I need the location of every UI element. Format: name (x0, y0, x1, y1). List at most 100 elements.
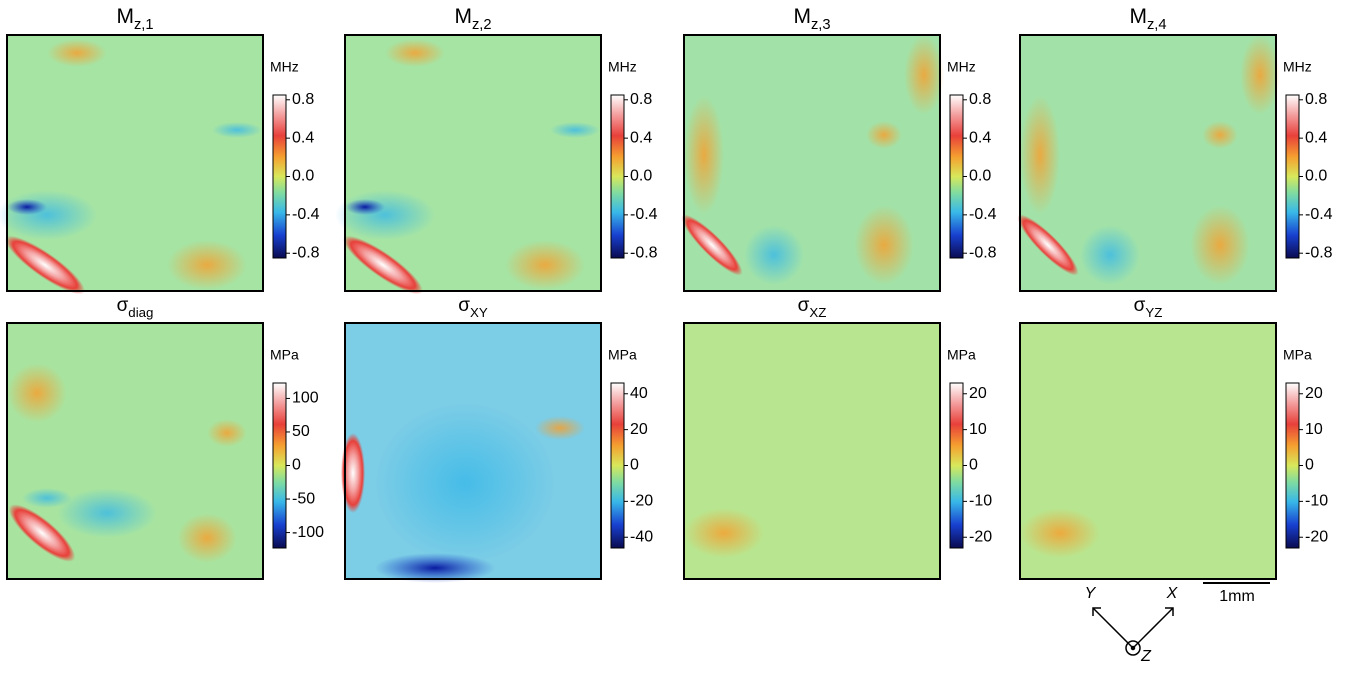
colorbar-tick-label: -40 (630, 528, 653, 545)
colorbar-unit: MPa (1283, 347, 1312, 363)
heatmap-feature (375, 553, 495, 583)
colorbar (272, 382, 287, 549)
heatmap-feature (744, 225, 804, 285)
panel: Mz,2 MHz 0.8 0.4 0.0 -0.4 -0.8 (335, 5, 658, 295)
colorbar (610, 382, 625, 549)
colorbar-tick-label: -0.4 (1305, 206, 1333, 223)
panel-frame (1019, 34, 1277, 292)
heatmap-feature (505, 240, 585, 290)
title-base: M (116, 5, 134, 28)
panel-frame (344, 322, 602, 580)
colorbar-tick-label: 0.8 (1305, 91, 1327, 108)
panel-title: σdiag (117, 295, 154, 320)
heatmap-feature (1240, 35, 1280, 115)
heatmap-feature (866, 121, 902, 149)
heatmap-feature (177, 513, 237, 563)
colorbar (610, 94, 625, 259)
heatmap-feature (212, 122, 262, 138)
colorbar-tick-label: 0 (1305, 457, 1314, 474)
colorbar-tick-label: 0.0 (630, 168, 652, 185)
title-base: σ (1134, 295, 1146, 316)
heatmap-feature (535, 416, 585, 440)
heatmap-feature (1020, 508, 1100, 558)
heatmap-feature (5, 235, 85, 295)
colorbar-tick-label: -10 (969, 493, 992, 510)
colorbar-unit: MHz (608, 59, 637, 75)
heatmap-feature (684, 508, 764, 558)
colorbar-tick-label: 0.4 (630, 129, 652, 146)
heatmap-feature (22, 488, 72, 508)
heatmap-feature (1020, 95, 1060, 215)
panel-frame (344, 34, 602, 292)
heatmap-feature (57, 488, 157, 538)
colorbar-tick-label: 20 (969, 385, 987, 402)
colorbar (949, 382, 964, 549)
x-axis-label: X (1166, 585, 1179, 602)
heatmap-feature (7, 363, 67, 423)
title-subscript: XZ (809, 305, 826, 320)
panel-title: σYZ (1134, 295, 1163, 320)
title-base: σ (458, 295, 470, 316)
colorbar-tick-label: 20 (1305, 385, 1323, 402)
heatmap-feature (1017, 214, 1079, 276)
colorbar-unit: MPa (947, 347, 976, 363)
heatmap (341, 323, 601, 583)
heatmap-feature (167, 240, 247, 290)
title-subscript: z,4 (1147, 17, 1167, 33)
title-base: σ (117, 295, 129, 316)
panel: Mz,1 MHz 0.8 0.4 0.0 -0.4 -0.8 (0, 5, 320, 295)
title-base: M (454, 5, 472, 28)
colorbar-tick-label: 0.0 (969, 168, 991, 185)
heatmap (7, 323, 263, 579)
panel: σXY MPa 40 20 0 -20 -40 (341, 295, 653, 583)
colorbar-tick-label: 0.4 (1305, 129, 1327, 146)
title-subscript: XY (470, 305, 488, 320)
heatmap-feature (343, 235, 423, 295)
heatmap (1017, 35, 1280, 291)
colorbar-tick-label: 100 (292, 390, 319, 407)
colorbar-tick-label: 0.4 (292, 129, 314, 146)
heatmap-feature (207, 419, 247, 447)
colorbar (272, 94, 287, 259)
panel-title: σXY (458, 295, 488, 320)
panel-title: Mz,4 (1129, 5, 1166, 33)
title-subscript: z,1 (134, 17, 154, 33)
colorbar-tick-label: -20 (630, 493, 653, 510)
heatmap-feature (904, 35, 944, 115)
panel-frame (683, 34, 941, 292)
colorbar-tick-label: -0.8 (630, 244, 658, 261)
colorbar-tick-label: 10 (969, 421, 987, 438)
colorbar-tick-label: -20 (1305, 528, 1328, 545)
heatmap-feature (385, 39, 445, 67)
panel: σdiag MPa 100 50 0 -50 -100 (6, 295, 324, 580)
colorbar-tick-label: -0.4 (969, 206, 997, 223)
heatmap-feature (335, 190, 435, 240)
panel-frame (6, 322, 264, 580)
colorbar-tick-label: 0 (969, 457, 978, 474)
panel: Mz,3 MHz 0.8 0.4 0.0 -0.4 -0.8 (681, 5, 997, 292)
heatmap-feature (681, 214, 743, 276)
panel: σYZ MPa 20 10 0 -10 -20 (1019, 295, 1328, 580)
colorbar-tick-label: 0.0 (1305, 168, 1327, 185)
colorbar-tick-label: -0.4 (630, 206, 658, 223)
heatmap-feature (8, 504, 76, 562)
panel-title: Mz,3 (793, 5, 830, 33)
colorbar-tick-label: 0.4 (969, 129, 991, 146)
colorbar-tick-label: -0.4 (292, 206, 320, 223)
heatmap (681, 35, 944, 291)
colorbar (1285, 382, 1300, 549)
panel: σXZ MPa 20 10 0 -10 -20 (683, 295, 992, 580)
panel: Mz,4 MHz 0.8 0.4 0.0 -0.4 -0.8 (1017, 5, 1333, 292)
colorbar-tick-label: 40 (630, 385, 648, 402)
panel-frame (6, 34, 264, 292)
colorbar-tick-label: -50 (292, 490, 315, 507)
title-base: M (793, 5, 811, 28)
heatmap-feature (0, 190, 97, 240)
colorbar-tick-label: 0.8 (292, 91, 314, 108)
colorbar (949, 94, 964, 259)
heatmap (335, 35, 601, 295)
heatmap-feature (341, 433, 365, 513)
colorbar-tick-label: -20 (969, 528, 992, 545)
title-base: M (1129, 5, 1147, 28)
